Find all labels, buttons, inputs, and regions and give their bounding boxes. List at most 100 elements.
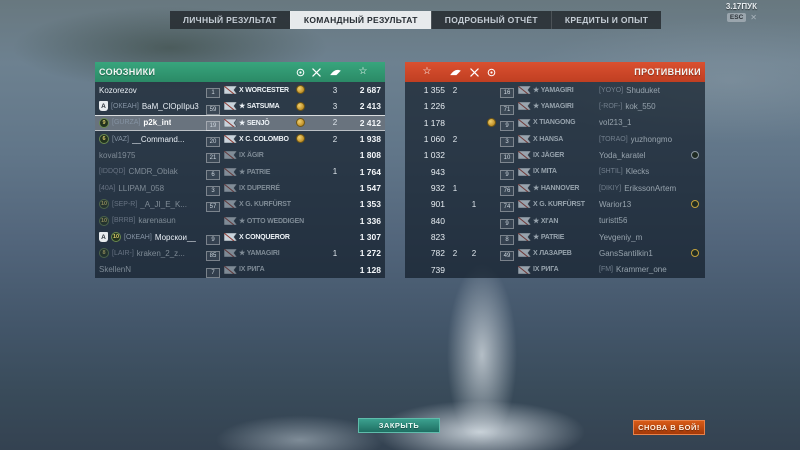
level-cell: 76 <box>499 179 515 197</box>
enemy-row[interactable]: 739 IX РИГА [FM] Krammer_one <box>405 262 705 278</box>
ship-name: X TIANGONG <box>533 119 576 127</box>
player-cell: [SHTIL] Klecks <box>599 167 689 176</box>
frags-icon <box>307 67 325 77</box>
level-badge: 16 <box>500 88 514 99</box>
achievement-medal-icon <box>295 117 305 127</box>
planes-value: 2 <box>452 134 458 144</box>
player-name: koval1975 <box>99 150 136 160</box>
enemy-row[interactable]: 840 9 ★ XI'AN turistt56 <box>405 213 705 229</box>
enemies-rows: 1 355 2 16 ★ YAMAGIRI [YOYO] Shuduket 1 226 71 ★… <box>405 82 705 278</box>
xp-star-icon: ☆ <box>422 66 432 77</box>
ally-row[interactable]: A [ОКЕАН] BaM_ClOpIIpu3 59 ★ SATSUMA 3 2 413 <box>95 98 385 116</box>
achievement-medal-icon <box>295 101 305 111</box>
xp-value: 1 178 <box>423 117 445 128</box>
planes-icon <box>325 68 345 76</box>
ally-row[interactable]: 10 [BRRB] karenasun ★ OTTO WEDDIGEN 1 336 <box>95 213 385 229</box>
ally-row[interactable]: SkellenN 7 IX РИГА 1 128 <box>95 262 385 278</box>
nation-flag-icon <box>221 135 239 144</box>
ally-row[interactable]: 10 [SEP-R] _A_JI_E_K... 57 X G. KURFÜRST 1 35… <box>95 196 385 213</box>
enemy-row[interactable]: 782 2 2 49 X ЛАЗАРЕВ GansSantilkin1 <box>405 245 705 262</box>
level-cell: 3 <box>205 179 221 197</box>
planes-value: 2 <box>332 118 338 128</box>
ally-row[interactable]: [IDDQD] CMDR_Oblak 6 ★ PATRIE 1 1 764 <box>95 164 385 180</box>
player-name: GansSantilkin1 <box>599 248 653 258</box>
xp-value: 943 <box>430 166 445 177</box>
ship-name: ★ SATSUMA <box>239 103 280 111</box>
clan-emblem: 10 <box>99 215 109 226</box>
player-cell: [TORAO] yuzhongmo <box>599 135 689 144</box>
xp-value: 2 412 <box>359 117 381 128</box>
battle-again-button[interactable]: СНОВА В БОЙ! <box>633 420 705 435</box>
medal-cell <box>293 98 307 116</box>
enemy-row[interactable]: 932 1 76 ★ HANNOVER [DIKIY] ErikssonArtem <box>405 179 705 197</box>
level-badge: 7 <box>206 267 220 278</box>
enemy-row[interactable]: 1 032 10 IX JÄGER Yoda_karatel <box>405 147 705 164</box>
close-icon[interactable]: ✕ <box>750 13 757 22</box>
medal-icon <box>293 68 307 77</box>
enemy-row[interactable]: 1 226 71 ★ YAMAGIRI [-ROF-] kok_550 <box>405 98 705 116</box>
player-name: CMDR_Oblak <box>128 167 178 177</box>
level-cell: 71 <box>499 98 515 116</box>
player-name: karenasun <box>138 216 176 226</box>
esc-key-badge[interactable]: ESC <box>726 13 747 22</box>
planes-value: 2 <box>452 85 458 95</box>
close-button[interactable]: ЗАКРЫТЬ <box>358 418 440 433</box>
tab-detailed-report[interactable]: ПОДРОБНЫЙ ОТЧЁТ <box>430 11 551 29</box>
ship-name: IX РИГА <box>239 266 265 274</box>
ally-row[interactable]: 9 [GURZA] p2k_int 19 ★ SENJŌ 2 2 412 <box>95 114 385 132</box>
tab-personal-result[interactable]: ЛИЧНЫЙ РЕЗУЛЬТАТ <box>183 15 277 25</box>
clan-tag: [LAIR-] <box>112 249 134 257</box>
ally-row[interactable]: Kozorezov 1 X WORCESTER 3 2 687 <box>95 81 385 99</box>
ship-name: ★ PATRIE <box>533 234 565 242</box>
player-name: ErikssonArtem <box>624 183 677 193</box>
planes-value: 1 <box>332 167 338 177</box>
player-name: kraken_2_z... <box>136 248 185 258</box>
ally-row[interactable]: 8 [LAIR-] kraken_2_z... 85 ★ YAMAGIRI 1 1 272 <box>95 245 385 262</box>
ship-name: X HANSA <box>533 135 564 143</box>
clan-tag: [40A] <box>99 184 116 192</box>
clan-emblem <box>691 249 699 258</box>
clan-tag: [GURZA] <box>112 119 141 127</box>
nation-flag-icon <box>515 151 533 160</box>
frags-icon <box>465 67 483 77</box>
medal-cell <box>293 81 307 99</box>
ship-name: X CONQUEROR <box>239 233 290 241</box>
enemy-row[interactable]: 943 9 IX MITA [SHTIL] Klecks <box>405 164 705 180</box>
enemy-row[interactable]: 1 355 2 16 ★ YAMAGIRI [YOYO] Shuduket <box>405 82 705 99</box>
player-cell: Yevgeniy_m <box>599 233 689 242</box>
enemy-row[interactable]: 1 178 9 X TIANGONG vol213_1 <box>405 115 705 131</box>
clan-tag: [VAZ] <box>112 135 129 143</box>
nation-flag-icon <box>515 86 533 95</box>
level-badge: 49 <box>500 251 514 262</box>
player-cell: turistt56 <box>599 216 689 225</box>
enemy-row[interactable]: 901 1 74 X G. KURFÜRST Warior13 <box>405 196 705 213</box>
ally-row[interactable]: [40A] LLIPAM_058 3 IX DUPERRÉ 1 547 <box>95 179 385 197</box>
clan-tag: [BRRB] <box>112 217 136 225</box>
enemy-row[interactable]: 1 060 2 3 X HANSA [TORAO] yuzhongmo <box>405 131 705 148</box>
ally-row[interactable]: koval1975 21 IX ÄGIR 1 808 <box>95 147 385 164</box>
tab-team-result[interactable]: КОМАНДНЫЙ РЕЗУЛЬТАТ <box>289 11 431 29</box>
player-name: _A_JI_E_K... <box>140 199 187 209</box>
level-cell: 19 <box>205 114 221 132</box>
level-badge: 74 <box>500 202 514 213</box>
level-badge: 8 <box>500 235 514 246</box>
tab-credits-xp[interactable]: КРЕДИТЫ И ОПЫТ <box>550 11 661 29</box>
enemy-row[interactable]: 823 8 ★ PATRIE Yevgeniy_m <box>405 229 705 246</box>
clan-tag: [YOYO] <box>599 86 624 94</box>
nation-flag-icon <box>221 265 239 274</box>
level-cell: 9 <box>499 163 515 181</box>
level-badge: 76 <box>500 186 514 197</box>
nation-flag-icon <box>221 216 239 225</box>
player-cell: [YOYO] Shuduket <box>599 86 689 95</box>
results-tab-bar: ЛИЧНЫЙ РЕЗУЛЬТАТ КОМАНДНЫЙ РЕЗУЛЬТАТ ПОД… <box>170 11 662 29</box>
player-name: kok_550 <box>625 101 656 111</box>
player-cell: A [ОКЕАН] BaM_ClOpIIpu3 <box>99 101 205 112</box>
ally-row[interactable]: 6 [VAZ] __Command... 20 X C. COLOMBO 2 1 938 <box>95 131 385 148</box>
player-cell: A 10 [ОКЕАН] Морскои__ <box>99 232 205 243</box>
nation-flag-icon <box>515 249 533 258</box>
ship-name: ★ PATRIE <box>239 168 271 176</box>
player-cell: 10 [BRRB] karenasun <box>99 215 205 226</box>
player-name: Yevgeniy_m <box>599 232 643 242</box>
ally-row[interactable]: A 10 [ОКЕАН] Морскои__ 9 X CONQUEROR 1 307 <box>95 229 385 246</box>
